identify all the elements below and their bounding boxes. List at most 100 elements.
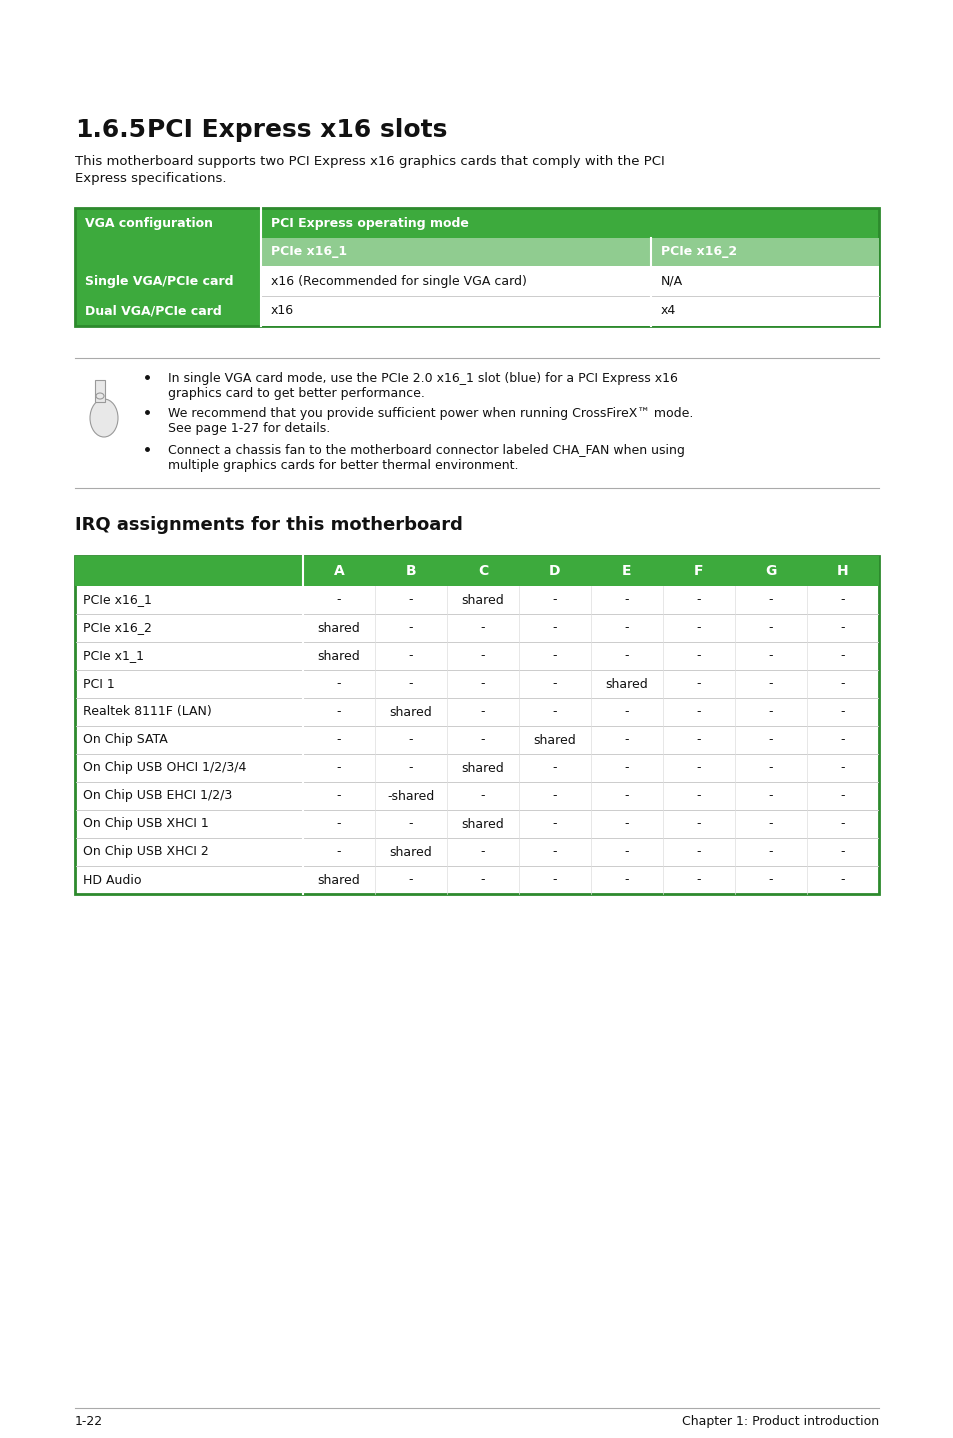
- Text: Realtek 8111F (LAN): Realtek 8111F (LAN): [83, 706, 212, 719]
- Text: -: -: [624, 789, 629, 802]
- Text: -: -: [768, 594, 773, 607]
- Text: B: B: [405, 564, 416, 578]
- Text: -: -: [696, 817, 700, 831]
- Text: -: -: [840, 789, 844, 802]
- Text: -: -: [408, 873, 413, 886]
- Text: Single VGA/PCIe card: Single VGA/PCIe card: [85, 275, 233, 288]
- Text: -: -: [624, 733, 629, 746]
- Text: -: -: [408, 677, 413, 690]
- Text: -: -: [840, 762, 844, 775]
- Text: On Chip USB XHCI 1: On Chip USB XHCI 1: [83, 817, 209, 831]
- Text: H: H: [837, 564, 848, 578]
- Text: E: E: [621, 564, 631, 578]
- Text: -: -: [336, 762, 341, 775]
- Text: See page 1-27 for details.: See page 1-27 for details.: [168, 421, 330, 436]
- Text: -: -: [480, 677, 485, 690]
- Text: shared: shared: [461, 594, 504, 607]
- Text: Connect a chassis fan to the motherboard connector labeled CHA_FAN when using: Connect a chassis fan to the motherboard…: [168, 444, 684, 457]
- Text: Chapter 1: Product introduction: Chapter 1: Product introduction: [681, 1415, 878, 1428]
- Text: -: -: [336, 789, 341, 802]
- Text: -: -: [480, 873, 485, 886]
- Text: -: -: [408, 817, 413, 831]
- Text: -: -: [480, 733, 485, 746]
- Bar: [261, 266, 878, 326]
- Text: -: -: [696, 677, 700, 690]
- Text: -: -: [552, 706, 557, 719]
- Text: -: -: [840, 706, 844, 719]
- Text: -: -: [480, 789, 485, 802]
- Text: -: -: [336, 594, 341, 607]
- Text: -: -: [768, 650, 773, 663]
- Text: In single VGA card mode, use the PCIe 2.0 x16_1 slot (blue) for a PCI Express x1: In single VGA card mode, use the PCIe 2.…: [168, 372, 678, 385]
- Text: -: -: [768, 677, 773, 690]
- Text: -: -: [552, 762, 557, 775]
- Text: -: -: [696, 873, 700, 886]
- Text: 1-22: 1-22: [75, 1415, 103, 1428]
- Text: -: -: [840, 873, 844, 886]
- Text: F: F: [694, 564, 703, 578]
- Text: -: -: [408, 762, 413, 775]
- Text: G: G: [764, 564, 776, 578]
- Text: PCI Express x16 slots: PCI Express x16 slots: [147, 118, 447, 142]
- Text: shared: shared: [461, 762, 504, 775]
- Text: shared: shared: [317, 873, 360, 886]
- Text: -: -: [768, 762, 773, 775]
- Text: -: -: [624, 873, 629, 886]
- Text: -: -: [336, 846, 341, 858]
- Text: -: -: [624, 817, 629, 831]
- Text: -: -: [624, 594, 629, 607]
- Text: shared: shared: [605, 677, 648, 690]
- Text: -: -: [552, 873, 557, 886]
- Text: -: -: [840, 594, 844, 607]
- Text: -: -: [768, 621, 773, 634]
- Text: -: -: [840, 817, 844, 831]
- Text: -: -: [552, 650, 557, 663]
- Text: 1.6.5: 1.6.5: [75, 118, 146, 142]
- Text: -: -: [480, 621, 485, 634]
- Text: -: -: [624, 706, 629, 719]
- Text: -: -: [480, 650, 485, 663]
- Text: shared: shared: [317, 621, 360, 634]
- Text: -: -: [336, 677, 341, 690]
- Text: On Chip USB OHCI 1/2/3/4: On Chip USB OHCI 1/2/3/4: [83, 762, 246, 775]
- Text: -shared: -shared: [387, 789, 435, 802]
- Text: -: -: [480, 846, 485, 858]
- Text: PCIe x1_1: PCIe x1_1: [83, 650, 144, 663]
- Text: -: -: [696, 789, 700, 802]
- Text: VGA configuration: VGA configuration: [85, 217, 213, 230]
- Text: PCI Express operating mode: PCI Express operating mode: [271, 217, 468, 230]
- Text: -: -: [552, 789, 557, 802]
- Text: shared: shared: [317, 650, 360, 663]
- Ellipse shape: [96, 393, 104, 398]
- Text: -: -: [696, 706, 700, 719]
- Text: PCIe x16_2: PCIe x16_2: [83, 621, 152, 634]
- Text: -: -: [840, 677, 844, 690]
- Text: On Chip USB EHCI 1/2/3: On Chip USB EHCI 1/2/3: [83, 789, 232, 802]
- Text: This motherboard supports two PCI Express x16 graphics cards that comply with th: This motherboard supports two PCI Expres…: [75, 155, 664, 168]
- Bar: [75, 557, 878, 894]
- Text: Express specifications.: Express specifications.: [75, 173, 226, 186]
- Text: -: -: [336, 706, 341, 719]
- Text: HD Audio: HD Audio: [83, 873, 141, 886]
- Bar: [95, 380, 105, 403]
- Bar: [261, 239, 878, 266]
- Text: -: -: [768, 789, 773, 802]
- Text: -: -: [696, 733, 700, 746]
- Text: -: -: [408, 621, 413, 634]
- Text: -: -: [624, 621, 629, 634]
- Text: shared: shared: [389, 846, 432, 858]
- Text: -: -: [696, 650, 700, 663]
- Text: -: -: [696, 846, 700, 858]
- Text: -: -: [696, 621, 700, 634]
- Text: PCIe x16_1: PCIe x16_1: [83, 594, 152, 607]
- Text: -: -: [624, 650, 629, 663]
- Text: -: -: [624, 846, 629, 858]
- Text: -: -: [552, 677, 557, 690]
- Text: -: -: [768, 846, 773, 858]
- Bar: [75, 557, 878, 587]
- Text: x16: x16: [271, 305, 294, 318]
- Text: multiple graphics cards for better thermal environment.: multiple graphics cards for better therm…: [168, 459, 518, 472]
- Text: -: -: [408, 650, 413, 663]
- Text: x16 (Recommended for single VGA card): x16 (Recommended for single VGA card): [271, 275, 526, 288]
- Text: On Chip SATA: On Chip SATA: [83, 733, 168, 746]
